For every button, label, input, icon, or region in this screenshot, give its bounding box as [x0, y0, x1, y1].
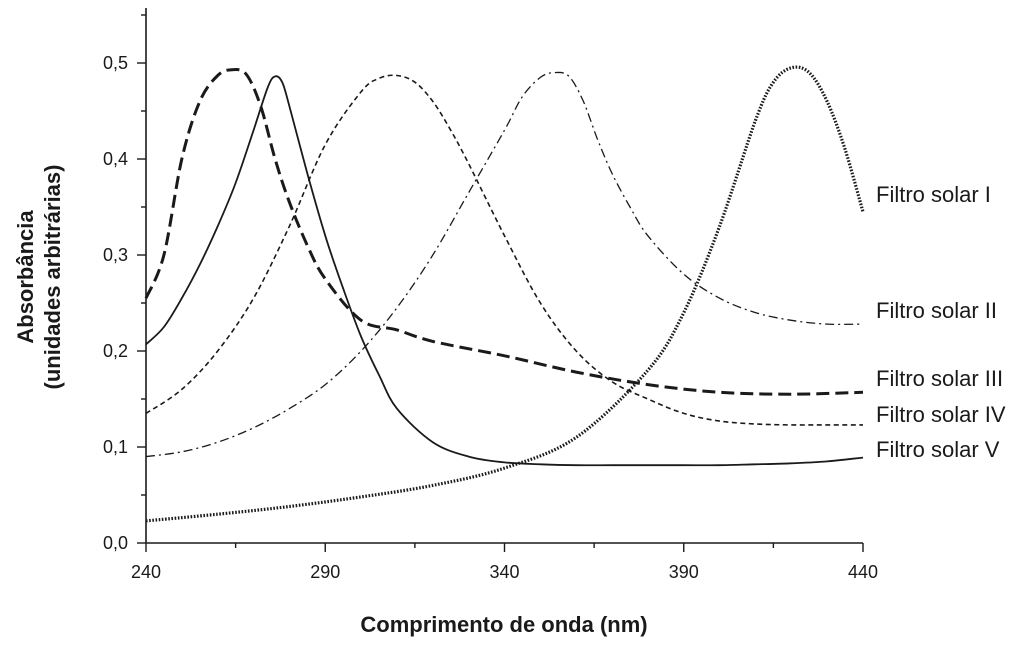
- x-tick-label: 440: [848, 562, 878, 582]
- series-label: Filtro solar I: [876, 182, 991, 207]
- series-line: [145, 71, 864, 458]
- series-line: [145, 74, 863, 426]
- series-line: [145, 65, 865, 523]
- y-axis-title: Absorbância (unidades arbitrárias): [13, 165, 65, 390]
- series-labels: Filtro solar I Filtro solar II Filtro sola…: [876, 182, 1006, 462]
- y-axis-title-line1: Absorbância: [13, 210, 38, 344]
- y-tick-label: 0,4: [103, 149, 128, 169]
- series-label: Filtro solar II: [876, 298, 997, 323]
- series-label: Filtro solar V: [876, 437, 1000, 462]
- x-tick-label: 290: [310, 562, 340, 582]
- series-label: Filtro solar IV: [876, 402, 1006, 427]
- y-tick-label: 0,2: [103, 341, 128, 361]
- x-axis-title: Comprimento de onda (nm): [360, 612, 647, 637]
- y-tick-label: 0,5: [103, 53, 128, 73]
- series-line: [145, 75, 864, 467]
- ticks: 240 290 340 390 440 0,0 0,1 0,2 0,3 0,4 0,5: [103, 14, 878, 582]
- x-tick-label: 390: [669, 562, 699, 582]
- y-tick-label: 0,0: [103, 533, 128, 553]
- series-label: Filtro solar III: [876, 366, 1003, 391]
- x-tick-label: 340: [489, 562, 519, 582]
- y-axis-title-line2: (unidades arbitrárias): [40, 165, 65, 390]
- curves: [144, 65, 865, 523]
- series-line: [144, 68, 864, 396]
- y-tick-label: 0,3: [103, 245, 128, 265]
- x-tick-label: 240: [131, 562, 161, 582]
- y-tick-label: 0,1: [103, 437, 128, 457]
